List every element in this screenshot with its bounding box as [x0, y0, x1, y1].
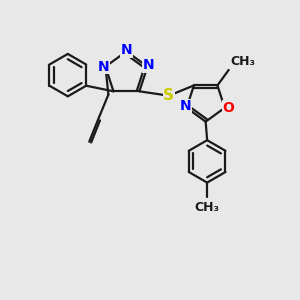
Text: CH₃: CH₃ [195, 201, 220, 214]
Text: O: O [222, 101, 234, 115]
Text: N: N [179, 99, 191, 113]
Text: CH₃: CH₃ [230, 56, 255, 68]
Text: N: N [121, 43, 132, 57]
Text: N: N [143, 58, 155, 72]
Text: S: S [164, 88, 174, 103]
Text: N: N [98, 60, 110, 74]
